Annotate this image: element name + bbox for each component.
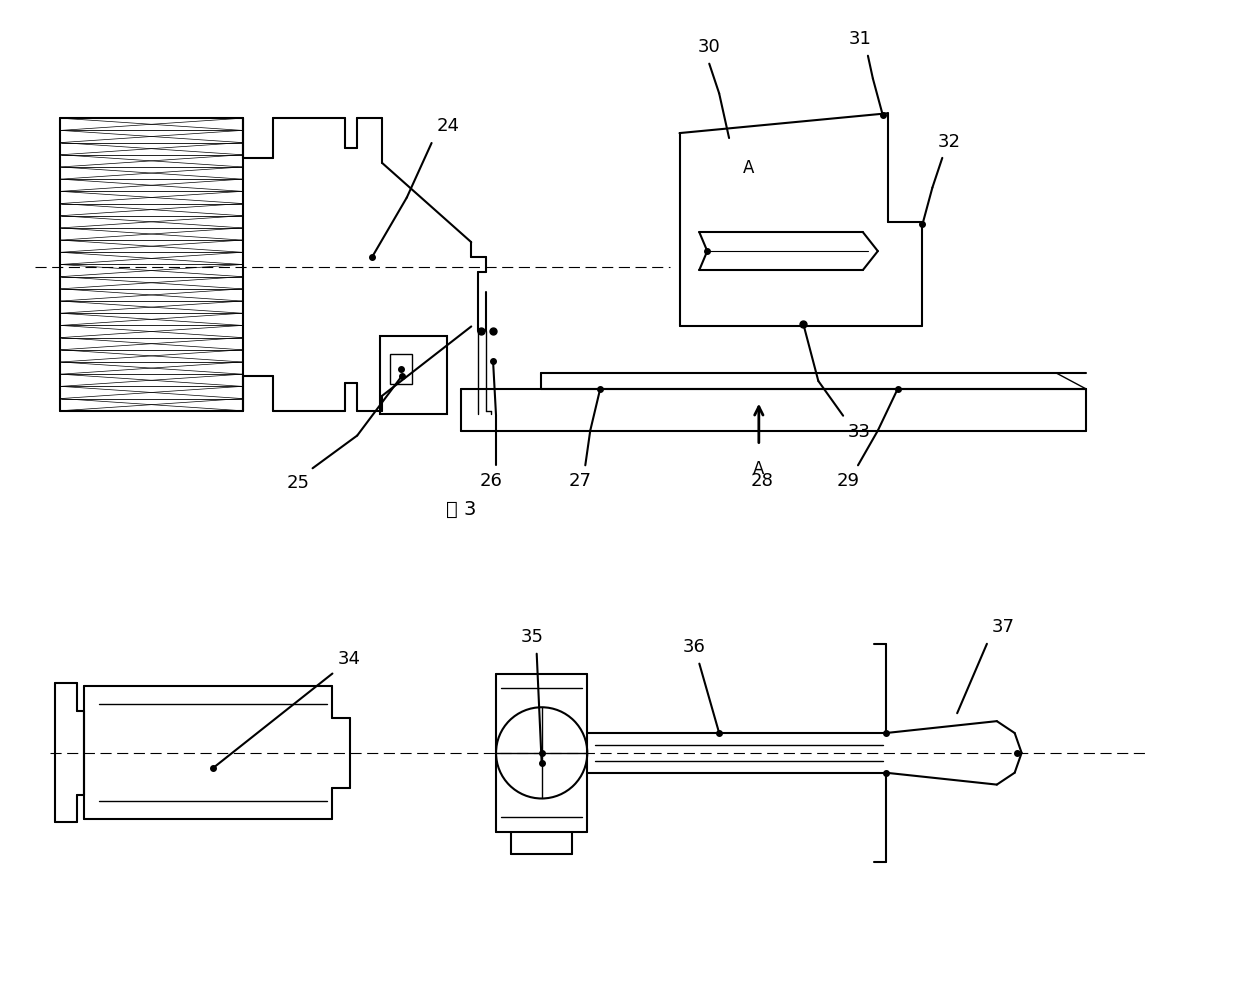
Text: A: A	[753, 460, 765, 478]
Text: 27: 27	[569, 472, 591, 490]
Text: 图 3: 图 3	[446, 500, 476, 519]
Text: 34: 34	[337, 650, 361, 668]
Text: 31: 31	[848, 30, 872, 48]
Text: 35: 35	[521, 628, 543, 646]
Text: 26: 26	[480, 472, 502, 490]
Text: 25: 25	[286, 474, 309, 492]
Text: 30: 30	[698, 38, 720, 56]
Text: 37: 37	[992, 618, 1014, 636]
Bar	[389, 354, 412, 384]
Text: 36: 36	[683, 638, 706, 656]
Text: 28: 28	[750, 472, 774, 490]
Text: 29: 29	[837, 472, 859, 490]
Text: 33: 33	[848, 423, 870, 441]
Text: A: A	[743, 159, 755, 177]
Text: 24: 24	[436, 117, 460, 135]
Text: 32: 32	[937, 133, 960, 151]
Bar	[379, 336, 448, 414]
